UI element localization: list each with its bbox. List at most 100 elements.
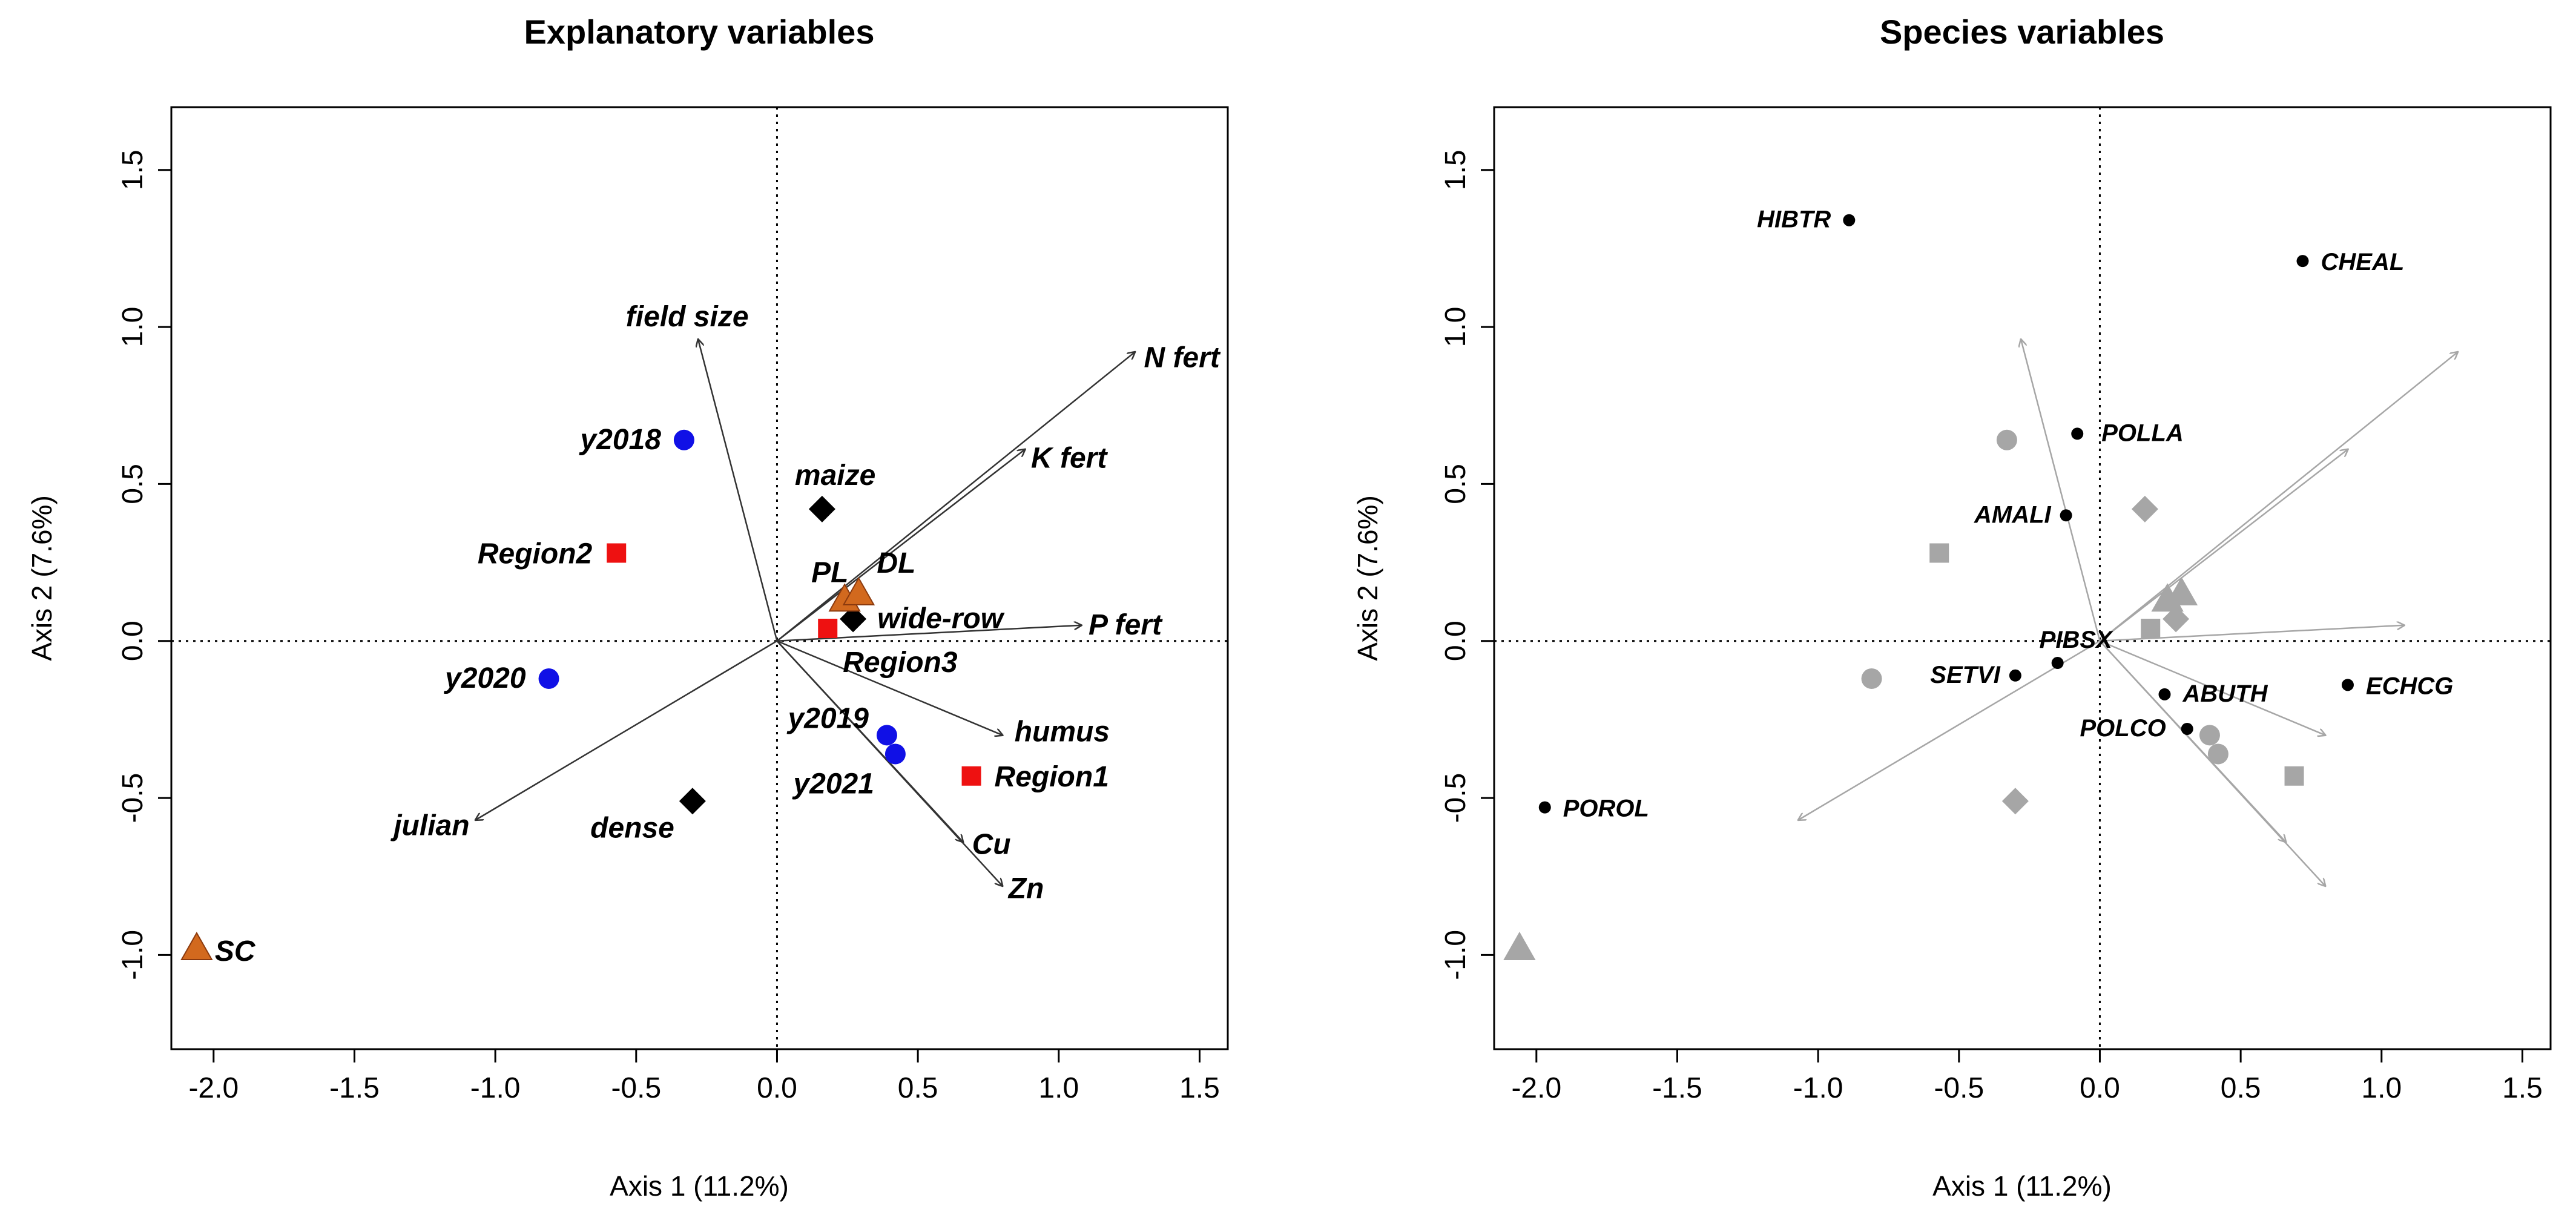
point-maize <box>808 495 835 522</box>
y-tick-label: 0.0 <box>1440 621 1472 661</box>
arrow-julian <box>476 640 778 820</box>
x-tick-label: 1.5 <box>2502 1072 2543 1104</box>
species-point-porol <box>1538 801 1551 814</box>
x-axis: -2.0 -1.5 -1.0 -0.5 0.0 0.5 1.0 1.5 <box>188 1049 1220 1104</box>
point-y2021 <box>884 743 906 765</box>
background-diamond <box>2131 495 2158 522</box>
species-point-setvi <box>2009 669 2021 682</box>
arrow-n-fert <box>776 352 1135 642</box>
point-region2 <box>607 543 627 563</box>
y-tick-label: -0.5 <box>1440 773 1472 823</box>
x-tick-label: 0.5 <box>2221 1072 2261 1104</box>
biplot-points <box>180 429 981 961</box>
background-circle <box>1996 429 2017 450</box>
point-dl <box>842 576 875 605</box>
chart-title: Species variables <box>1880 13 2164 51</box>
explanatory-panel: Explanatory variables -2.0 -1.5 -1.0 -0.5 0.… <box>26 13 1229 1202</box>
label-pibsx: PIBSX <box>2040 627 2113 653</box>
y-tick-label: 1.0 <box>1440 307 1472 348</box>
label-hibtr: HIBTR <box>1757 206 1831 233</box>
x-tick-label: 0.5 <box>898 1072 938 1104</box>
background-square <box>2284 766 2304 786</box>
background-arrow <box>2099 449 2347 642</box>
x-tick-label: -2.0 <box>188 1072 239 1104</box>
species-point-amali <box>2060 509 2072 522</box>
label-field-size: field size <box>626 301 749 333</box>
label-region1: Region1 <box>995 761 1109 793</box>
label-y2018: y2018 <box>579 424 661 456</box>
species-point-polla <box>2071 427 2084 440</box>
background-arrows <box>1799 340 2458 886</box>
label-amali: AMALI <box>1974 501 2052 528</box>
background-diamond <box>2001 788 2029 815</box>
species-point-polco <box>2181 722 2193 735</box>
background-triangle <box>2165 576 2198 605</box>
x-tick-label: -1.0 <box>1793 1072 1843 1104</box>
species-point-abuth <box>2158 688 2171 700</box>
y-tick-label: 0.0 <box>117 621 149 661</box>
arrow-p-fert <box>777 625 1081 642</box>
species-panel: Species variables -2.0 -1.5 -1.0 -0.5 0.0 0.5… <box>1352 13 2552 1202</box>
x-axis-label: Axis 1 (11.2%) <box>1932 1170 2112 1202</box>
label-y2019: y2019 <box>786 702 869 734</box>
point-wide-row <box>840 605 867 633</box>
species-point-hibtr <box>1843 214 1856 226</box>
background-points <box>1503 214 2354 961</box>
background-arrow <box>2099 640 2325 886</box>
y-tick-label: -1.0 <box>117 930 149 980</box>
y-axis: -1.0 -0.5 0.0 0.5 1.0 1.5 <box>117 150 171 980</box>
x-axis-label: Axis 1 (11.2%) <box>610 1170 789 1202</box>
point-y2018 <box>673 429 694 450</box>
arrow-zn <box>776 640 1002 886</box>
label-polla: POLLA <box>2101 420 2184 446</box>
species-point-cheal <box>2296 255 2309 268</box>
arrow-k-fert <box>776 449 1024 642</box>
x-tick-label: -1.5 <box>1652 1072 1702 1104</box>
label-y2021: y2021 <box>792 768 874 800</box>
background-circle <box>2199 725 2220 746</box>
background-diamond <box>2163 605 2190 633</box>
x-tick-label: -1.0 <box>470 1072 521 1104</box>
x-tick-label: 1.0 <box>1038 1072 1079 1104</box>
point-sc <box>180 932 213 961</box>
species-labels: HIBTR CHEAL POLLA AMALI PIBSX SETVI ABUTH ECHCG… <box>1563 206 2454 822</box>
label-p-fert: P fert <box>1089 609 1163 641</box>
x-tick-label: 1.0 <box>2361 1072 2402 1104</box>
species-point-echcg <box>2341 679 2354 691</box>
label-cheal: CHEAL <box>2321 249 2405 275</box>
x-tick-label: 0.0 <box>2080 1072 2120 1104</box>
species-point-pibsx <box>2051 657 2064 670</box>
y-tick-label: 0.5 <box>117 464 149 504</box>
background-circle <box>1861 668 1882 689</box>
background-arrow <box>2099 640 2325 736</box>
x-tick-label: 1.5 <box>1179 1072 1220 1104</box>
plot-frame <box>170 106 1229 1050</box>
y-axis-label: Axis 2 (7.6%) <box>26 495 58 661</box>
label-region3: Region3 <box>843 647 958 679</box>
point-region3 <box>818 618 838 638</box>
arrow-humus <box>776 640 1002 736</box>
background-circle <box>2207 743 2228 765</box>
label-dl: DL <box>877 547 915 579</box>
label-maize: maize <box>795 460 875 492</box>
background-arrow <box>2021 340 2101 642</box>
background-arrow <box>1799 640 2101 820</box>
chart-title: Explanatory variables <box>524 13 875 51</box>
label-cu: Cu <box>972 829 1011 861</box>
reference-lines <box>1494 107 2551 1049</box>
x-tick-label: -0.5 <box>1934 1072 1984 1104</box>
y-tick-label: -0.5 <box>117 773 149 823</box>
label-dense: dense <box>590 812 674 844</box>
arrow-field-size <box>698 340 778 642</box>
background-square <box>1929 543 1949 563</box>
label-porol: POROL <box>1563 796 1649 822</box>
label-sc: SC <box>215 935 256 967</box>
y-tick-label: 0.5 <box>1440 464 1472 504</box>
label-y2020: y2020 <box>444 662 526 694</box>
background-square <box>2141 618 2161 638</box>
biplot-labels: field size N fert K fert P fert humus Cu Zn jul… <box>215 301 1221 967</box>
background-arrow <box>2099 352 2457 642</box>
label-echcg: ECHCG <box>2366 673 2453 699</box>
x-tick-label: -1.5 <box>329 1072 380 1104</box>
point-dense <box>679 788 706 815</box>
